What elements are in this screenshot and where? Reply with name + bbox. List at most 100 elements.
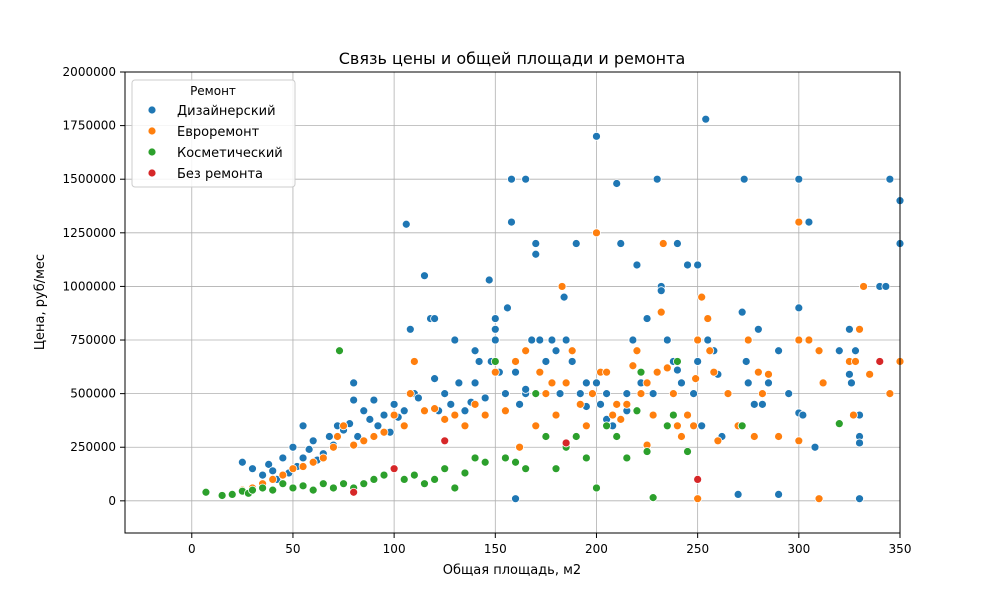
data-point xyxy=(855,494,864,504)
data-point xyxy=(474,357,484,366)
data-point xyxy=(683,410,692,420)
data-point xyxy=(753,324,763,334)
data-point xyxy=(531,249,541,259)
data-point xyxy=(329,483,338,493)
legend-label: Без ремонта xyxy=(177,167,263,182)
y-tick-label: 0 xyxy=(108,494,116,508)
data-point xyxy=(339,421,348,431)
data-point xyxy=(703,314,713,323)
data-point xyxy=(673,421,682,431)
x-tick-label: 150 xyxy=(484,542,507,556)
data-point xyxy=(401,219,411,229)
data-point xyxy=(318,453,328,463)
data-point xyxy=(855,324,864,334)
data-point xyxy=(693,494,703,504)
data-point xyxy=(440,414,450,424)
data-point xyxy=(628,361,638,371)
data-point xyxy=(329,442,338,452)
data-point xyxy=(561,438,571,448)
data-point xyxy=(656,286,666,296)
data-point xyxy=(602,367,611,377)
data-point xyxy=(596,399,605,409)
legend-marker xyxy=(147,168,157,178)
data-point xyxy=(668,410,678,420)
data-point xyxy=(551,464,561,474)
data-point xyxy=(834,346,844,356)
data-point xyxy=(683,260,692,270)
x-axis-ticks: 0 50 100 150 200 250 300 350 xyxy=(188,533,911,556)
data-point xyxy=(662,421,672,431)
data-point xyxy=(531,421,541,431)
data-point xyxy=(794,436,804,446)
data-point xyxy=(642,314,652,323)
data-point xyxy=(551,346,561,356)
data-point xyxy=(430,374,439,384)
data-point xyxy=(723,389,733,399)
data-point xyxy=(288,464,298,474)
data-point xyxy=(359,436,369,446)
data-point xyxy=(430,314,439,323)
data-point xyxy=(814,346,824,356)
data-point xyxy=(227,490,237,499)
data-point xyxy=(656,307,666,317)
data-point xyxy=(567,346,577,356)
data-point xyxy=(349,440,359,450)
data-point xyxy=(662,363,672,373)
x-tick-label: 50 xyxy=(285,542,300,556)
data-point xyxy=(420,479,429,489)
data-point xyxy=(470,399,480,409)
data-point xyxy=(691,374,701,384)
data-point xyxy=(531,389,541,399)
data-point xyxy=(622,389,632,399)
data-point xyxy=(794,335,804,345)
data-point xyxy=(851,346,860,356)
data-point xyxy=(697,292,707,302)
data-point xyxy=(420,406,429,416)
legend-box xyxy=(131,79,296,188)
data-point xyxy=(268,474,278,484)
data-point xyxy=(484,275,494,285)
data-point xyxy=(414,393,423,403)
data-point xyxy=(298,453,308,463)
data-point xyxy=(409,357,419,366)
data-point xyxy=(389,399,399,409)
data-point xyxy=(490,357,500,366)
plot-frame xyxy=(124,71,901,534)
data-point xyxy=(602,421,611,431)
data-point xyxy=(511,367,520,377)
data-point xyxy=(521,346,531,356)
series-3 xyxy=(349,357,885,497)
data-point xyxy=(642,378,652,388)
data-point xyxy=(278,453,288,463)
y-tick-label: 1000000 xyxy=(63,279,116,293)
data-point xyxy=(304,444,314,454)
data-point xyxy=(440,436,450,446)
legend-items: Дизайнерский Евроремонт Косметический Без р… xyxy=(147,104,283,182)
data-point xyxy=(308,485,318,495)
data-point xyxy=(531,239,541,248)
data-point xyxy=(561,378,571,388)
data-point xyxy=(693,357,703,366)
data-point xyxy=(308,457,318,467)
data-point xyxy=(592,378,601,388)
data-point xyxy=(379,410,389,420)
data-point xyxy=(855,438,864,448)
data-point xyxy=(359,406,369,416)
data-point xyxy=(480,457,490,467)
y-tick-label: 500000 xyxy=(70,387,116,401)
data-point xyxy=(460,468,470,478)
data-point xyxy=(258,483,267,493)
data-point xyxy=(369,474,379,484)
data-point xyxy=(349,395,359,405)
data-point xyxy=(450,483,460,493)
data-points xyxy=(201,114,905,504)
x-tick-label: 350 xyxy=(889,542,912,556)
data-point xyxy=(201,487,211,497)
data-point xyxy=(450,335,460,345)
data-point xyxy=(278,470,288,480)
data-point xyxy=(460,421,470,431)
data-point xyxy=(616,414,626,424)
data-point xyxy=(753,367,763,377)
data-point xyxy=(677,432,686,441)
data-point xyxy=(515,399,524,409)
